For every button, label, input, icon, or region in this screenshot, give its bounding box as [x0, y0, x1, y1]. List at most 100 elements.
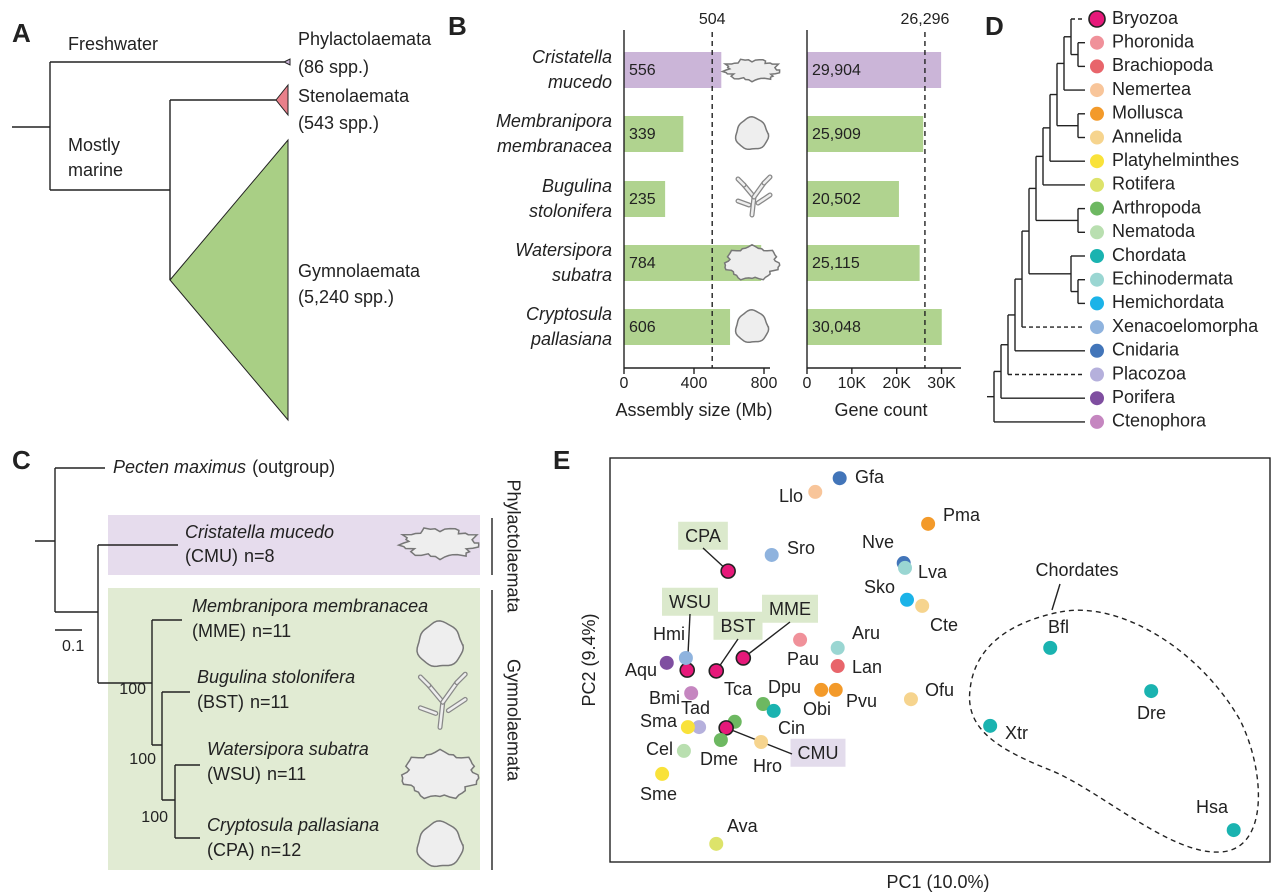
taxon-dot — [1090, 249, 1104, 263]
bootstrap-label: 100 — [141, 809, 168, 826]
sample-count: n=11 — [267, 764, 306, 784]
group-label: Gymnolaemata — [503, 659, 523, 782]
point — [921, 516, 936, 531]
point-label: Hmi — [653, 624, 685, 644]
sample-count: n=12 — [261, 840, 302, 860]
point — [659, 655, 674, 670]
point-label: Lva — [918, 562, 948, 582]
bar — [624, 52, 722, 88]
taxon-name: Arthropoda — [1112, 197, 1202, 217]
silhouette — [734, 116, 770, 151]
reference-label: 26,296 — [900, 11, 949, 28]
clade-name: Gymnolaemata — [298, 261, 421, 281]
x-tick-label: 0 — [803, 375, 812, 392]
taxon-dot — [1090, 177, 1104, 192]
point — [828, 682, 843, 697]
x-tick-label: 0 — [620, 375, 629, 392]
silhouette-branch — [750, 195, 756, 217]
taxon-name: Cnidaria — [1112, 340, 1180, 360]
silhouette — [416, 620, 465, 668]
taxon-dot — [1090, 83, 1104, 98]
bar — [807, 116, 924, 152]
silhouette-branch — [438, 700, 445, 729]
clade-species: (543 spp.) — [298, 113, 379, 133]
panel-label: B — [448, 11, 467, 41]
point — [1043, 640, 1058, 655]
value-label: 30,048 — [812, 319, 861, 336]
sample-code: (CPA) n=12 — [207, 840, 301, 860]
point-label: Llo — [779, 486, 803, 506]
point-label: Dme — [700, 749, 738, 769]
silhouette — [735, 174, 773, 218]
habitat-label: Mostly marine — [68, 135, 124, 180]
taxon-name: Chordata — [1112, 245, 1187, 265]
taxon-name: Platyhelminthes — [1112, 150, 1239, 170]
point-label: Xtr — [1005, 723, 1028, 743]
point-label: Tad — [681, 698, 710, 718]
value-label: 556 — [629, 62, 656, 79]
taxon-name: Rotifera — [1112, 174, 1176, 194]
taxon-dot — [1090, 367, 1104, 382]
value-label: 20,502 — [812, 191, 861, 208]
panel-label: A — [12, 18, 31, 48]
point — [754, 735, 769, 750]
sample-code: (BST) n=11 — [197, 692, 289, 712]
taxon-name: Bryozoa — [1112, 8, 1179, 28]
sample-code: (MME) n=11 — [192, 621, 291, 641]
point — [903, 692, 918, 707]
point — [709, 836, 724, 851]
silhouette-branch — [752, 181, 766, 199]
silhouette-branch — [447, 698, 467, 712]
point-label: Bfl — [1048, 617, 1069, 637]
point-label: Hro — [753, 756, 782, 776]
x-tick-label: 30K — [927, 375, 956, 392]
value-label: 784 — [629, 255, 656, 272]
bar — [624, 116, 684, 152]
point-label: MME — [769, 599, 811, 619]
taxon-name: Mollusca — [1112, 103, 1184, 123]
point-label: Dpu — [768, 677, 801, 697]
annotation-leader — [1051, 583, 1061, 611]
species-label: Membranipora membranacea — [495, 111, 612, 156]
silhouette — [723, 243, 781, 281]
x-tick-label: 800 — [751, 375, 778, 392]
bar — [807, 245, 920, 281]
point — [720, 563, 736, 579]
silhouette-branch — [441, 681, 459, 704]
plot-frame — [609, 457, 1271, 863]
taxon-dot — [1090, 225, 1104, 240]
species-name: Cryptosula pallasiana — [207, 815, 379, 835]
outgroup-note: (outgroup) — [252, 457, 335, 477]
taxon-dot — [1088, 10, 1106, 28]
point — [766, 703, 781, 718]
species-label: Cristatella mucedo — [531, 47, 612, 92]
taxon-dot — [1090, 414, 1104, 429]
bar — [807, 181, 899, 217]
taxon-dot — [1090, 296, 1104, 311]
point-label: CPA — [685, 526, 721, 546]
taxon-dot — [1090, 272, 1104, 287]
point-label: Hsa — [1196, 797, 1229, 817]
bootstrap-label: 100 — [129, 751, 156, 768]
point-labels: Gfa Llo Pma Sro Nve Lva CPA Sko Cte WSU BST MME Hmi A… — [625, 467, 1229, 836]
taxon-name: Brachiopoda — [1112, 55, 1214, 75]
point — [692, 720, 707, 735]
point-label: Sro — [787, 538, 815, 558]
point — [983, 718, 998, 733]
taxon-dot — [1090, 201, 1104, 216]
taxon-dot — [1090, 154, 1104, 169]
silhouette — [416, 820, 465, 868]
point-label: CMU — [798, 743, 839, 763]
species-name: Pecten maximus (outgroup) — [113, 457, 335, 477]
point — [680, 720, 695, 735]
point — [898, 560, 913, 575]
value-label: 25,909 — [812, 126, 861, 143]
sample-count: n=11 — [250, 692, 289, 712]
point-label: Bmi — [649, 688, 680, 708]
taxon-name: Phoronida — [1112, 31, 1195, 51]
taxon-dot — [1090, 59, 1104, 74]
clade-species: (86 spp.) — [298, 57, 369, 77]
species-name: Membranipora membranacea — [192, 596, 428, 616]
point-label: Dre — [1137, 703, 1166, 723]
